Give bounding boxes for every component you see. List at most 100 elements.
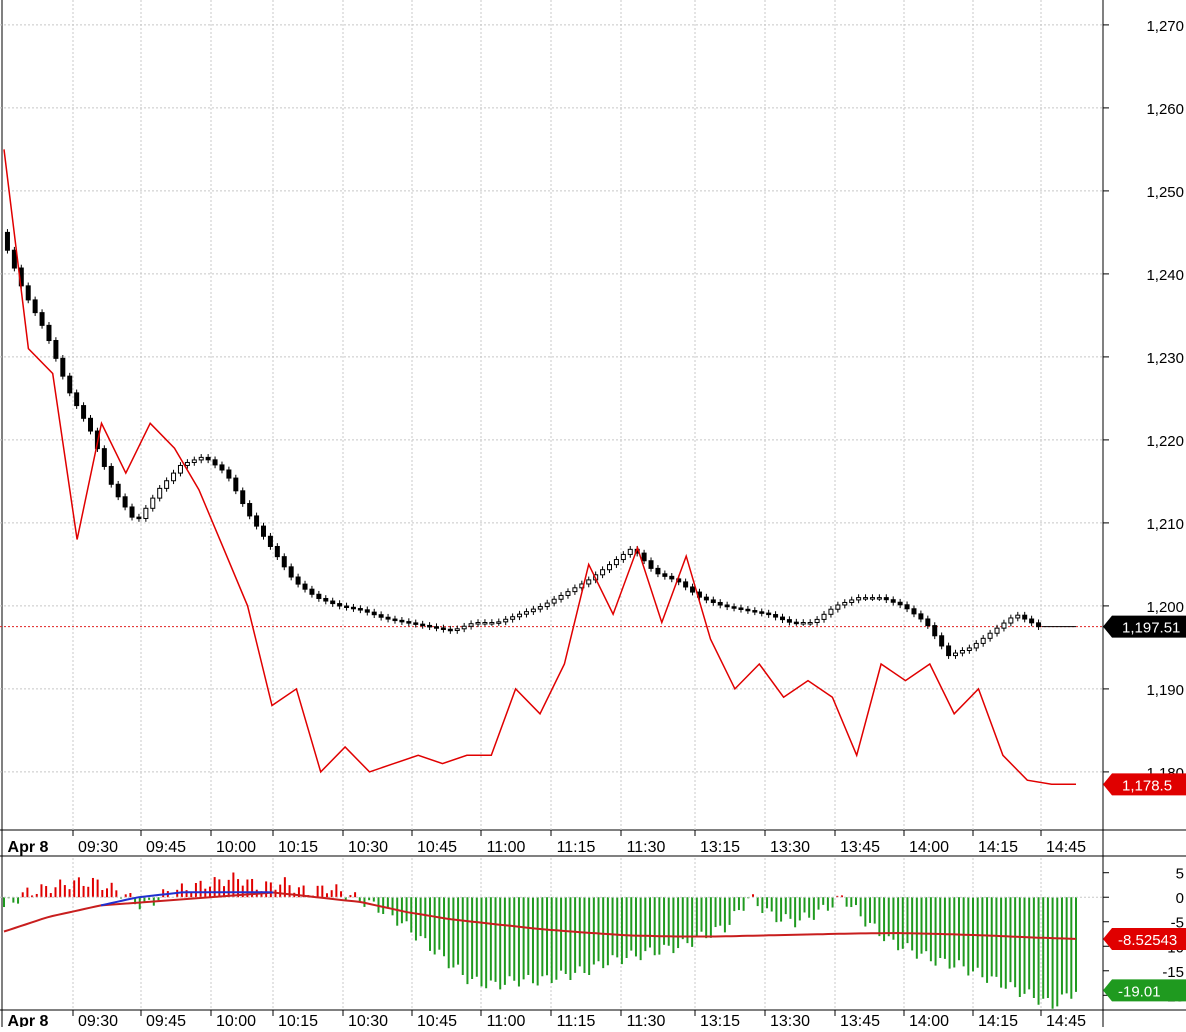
sub-x-tick-label: 10:30 (348, 1013, 388, 1027)
candle-body (745, 608, 751, 612)
last-value-label: 1,178.5 (1103, 773, 1186, 796)
x-tick-label: 14:45 (1046, 839, 1086, 856)
sub-x-tick-label: 11:00 (487, 1013, 526, 1027)
candle-body (551, 598, 557, 604)
signal-line-blue (100, 891, 274, 907)
candle-body (461, 625, 467, 630)
x-tick-label: 11:15 (557, 839, 596, 856)
candle-body (766, 612, 772, 616)
candle-body (440, 627, 446, 630)
sub-x-tick-label: 14:00 (909, 1013, 949, 1027)
candle-body (454, 628, 460, 632)
sub-x-tick-label: 13:30 (770, 1013, 810, 1027)
sub-y-tick-label: 5 (1176, 866, 1184, 883)
y-tick-label: 1,260 (1146, 101, 1184, 118)
candle-body (267, 535, 273, 547)
candle-body (890, 599, 896, 603)
candle-body (600, 569, 606, 576)
candle-body (849, 599, 855, 603)
candle-body (101, 448, 107, 467)
sub-y-tick-label: -15 (1162, 964, 1184, 981)
candle-body (863, 597, 869, 600)
candle-body (11, 249, 17, 269)
x-tick-label: Apr 8 (8, 839, 49, 856)
candle-body (973, 642, 979, 649)
x-tick-label: 10:30 (348, 839, 388, 856)
candle-body (1036, 622, 1042, 628)
candle-body (731, 606, 737, 609)
candle-body (219, 464, 225, 471)
candle-body (607, 564, 612, 571)
candle-body (793, 621, 799, 625)
candle-body (233, 477, 239, 492)
candle-body (122, 496, 128, 508)
candle-body (392, 618, 398, 622)
candle-body (800, 622, 806, 625)
candle-body (987, 632, 993, 639)
candle-body (724, 604, 730, 608)
candle-body (302, 583, 308, 590)
sub-last-value-text: -19.01 (1118, 983, 1161, 1000)
candle-body (427, 624, 433, 628)
candle-body (115, 483, 121, 498)
sub-x-tick-label: 09:45 (146, 1013, 186, 1027)
candle-body (586, 579, 592, 585)
candle-body (773, 614, 779, 618)
y-tick-label: 1,240 (1146, 267, 1184, 284)
candle-body (240, 490, 246, 505)
last-value-text: 1,178.5 (1122, 777, 1172, 794)
candle-body (4, 231, 10, 251)
candle-body (959, 649, 965, 654)
signal-line-red (3, 891, 1077, 940)
x-tick-label: 10:15 (278, 839, 318, 856)
candle-body (980, 637, 986, 644)
sub-x-tick-label: 10:15 (278, 1013, 318, 1027)
candle-body (780, 616, 785, 621)
candle-body (143, 507, 149, 519)
candle-body (330, 600, 336, 605)
candle-body (558, 594, 564, 600)
candle-body (523, 611, 529, 615)
sub-x-tick-label: 13:45 (840, 1013, 880, 1027)
candle-body (261, 525, 266, 537)
y-tick-label: 1,230 (1146, 350, 1184, 367)
candle-body (544, 602, 550, 608)
candle-body (316, 593, 322, 599)
candle-body (669, 575, 675, 580)
candle-body (655, 567, 661, 575)
x-tick-label: 09:45 (146, 839, 186, 856)
sub-y-tick-label: -5 (1171, 915, 1184, 932)
candle-body (856, 597, 862, 601)
candle-body (46, 324, 52, 342)
candle-body (129, 506, 135, 518)
candle-body (1029, 618, 1035, 624)
candle-body (897, 601, 903, 606)
candle-body (489, 622, 495, 625)
candle-body (1022, 614, 1028, 620)
sub-x-tick-label: Apr 8 (8, 1013, 49, 1027)
candle-body (198, 456, 204, 461)
candle-body (108, 465, 114, 485)
candle-body (613, 559, 619, 566)
candle-body (364, 609, 370, 613)
candle-body (212, 459, 218, 466)
candle-body (994, 627, 1000, 634)
candle-body (39, 312, 45, 326)
candle-body (911, 608, 917, 615)
red-line-series (3, 149, 1076, 786)
candle-body (835, 604, 841, 610)
x-tick-label: 10:45 (417, 839, 457, 856)
candle-body (842, 601, 848, 606)
candle-body (53, 340, 59, 359)
candle-body (662, 573, 668, 577)
x-tick-label: 11:00 (487, 839, 526, 856)
sub-x-tick-label: 14:45 (1046, 1013, 1086, 1027)
candle-body (184, 461, 190, 466)
candle-body (932, 625, 938, 637)
candle-body (475, 622, 481, 625)
candle-body (565, 591, 571, 596)
candle-body (350, 606, 356, 610)
candle-body (503, 618, 509, 623)
candle-body (966, 647, 972, 651)
candle-body (717, 601, 723, 606)
